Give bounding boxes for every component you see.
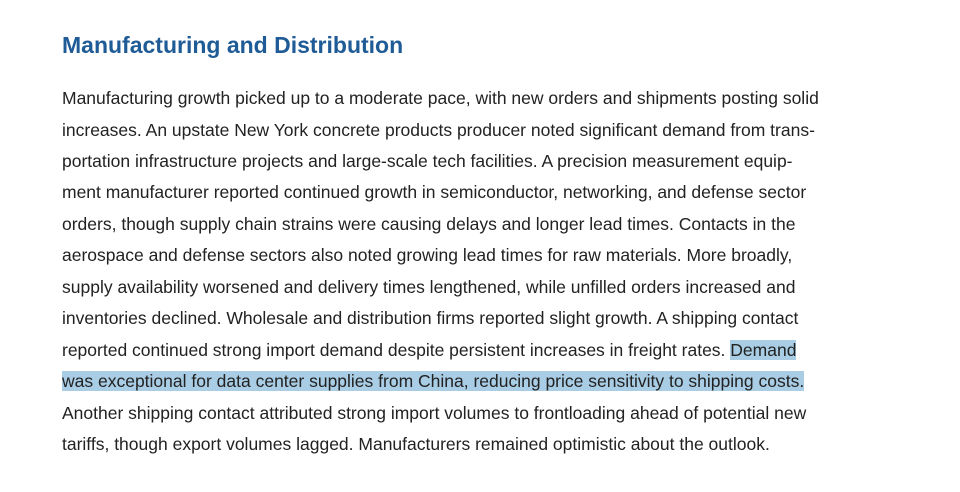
line-text: reported continued strong import demand … xyxy=(62,340,731,360)
line-text: increases. An upstate New York concrete … xyxy=(62,120,815,140)
paragraph-line: was exceptional for data center supplies… xyxy=(62,369,922,393)
paragraph-line: reported continued strong import demand … xyxy=(62,338,922,362)
paragraph-line: aerospace and defense sectors also noted… xyxy=(62,243,922,267)
paragraph-line: inventories declined. Wholesale and dist… xyxy=(62,306,922,330)
paragraph-line: increases. An upstate New York concrete … xyxy=(62,118,922,142)
line-text: inventories declined. Wholesale and dist… xyxy=(62,308,799,328)
line-text: Manufacturing growth picked up to a mode… xyxy=(62,88,819,108)
selected-text[interactable]: was exceptional for data center supplies… xyxy=(62,371,805,391)
paragraph-line: orders, though supply chain strains were… xyxy=(62,212,922,236)
paragraph-line: portation infrastructure projects and la… xyxy=(62,149,922,173)
section-heading: Manufacturing and Distribution xyxy=(62,32,404,58)
paragraph-line: ment manufacturer reported continued gro… xyxy=(62,180,922,204)
line-text: supply availability worsened and deliver… xyxy=(62,277,796,297)
paragraph-line: tariffs, though export volumes lagged. M… xyxy=(62,432,922,456)
line-text: aerospace and defense sectors also noted… xyxy=(62,245,793,265)
selected-text[interactable]: Demand xyxy=(730,340,797,360)
line-text: portation infrastructure projects and la… xyxy=(62,151,793,171)
line-text: orders, though supply chain strains were… xyxy=(62,214,796,234)
line-text: ment manufacturer reported continued gro… xyxy=(62,182,807,202)
line-text: tariffs, though export volumes lagged. M… xyxy=(62,434,770,454)
paragraph-line: Another shipping contact attributed stro… xyxy=(62,401,922,425)
paragraph-line: supply availability worsened and deliver… xyxy=(62,275,922,299)
paragraph-line: Manufacturing growth picked up to a mode… xyxy=(62,86,922,110)
line-text: Another shipping contact attributed stro… xyxy=(62,403,807,423)
